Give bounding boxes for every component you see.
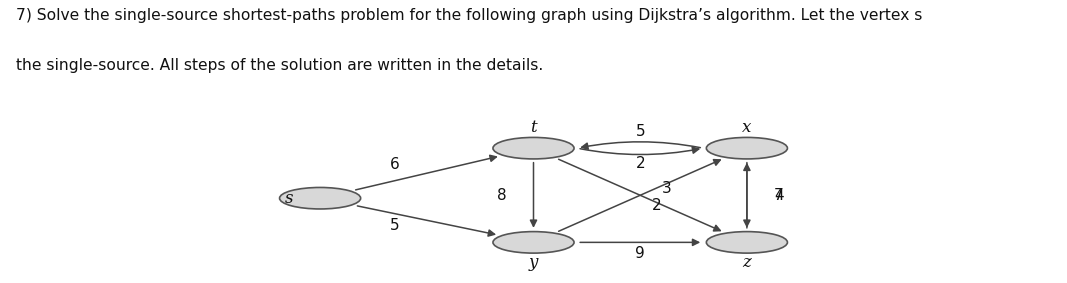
- Text: 7: 7: [774, 188, 784, 203]
- Text: 2: 2: [651, 198, 662, 213]
- Text: 6: 6: [389, 157, 400, 172]
- Text: t: t: [530, 119, 537, 136]
- FancyArrowPatch shape: [744, 162, 750, 226]
- Text: 2: 2: [635, 156, 646, 171]
- Circle shape: [280, 187, 361, 209]
- Text: 8: 8: [496, 188, 507, 203]
- FancyArrowPatch shape: [744, 164, 750, 228]
- Text: y: y: [529, 254, 538, 271]
- Text: 7) Solve the single-source shortest-paths problem for the following graph using : 7) Solve the single-source shortest-path…: [16, 8, 922, 23]
- FancyArrowPatch shape: [355, 155, 496, 190]
- FancyArrowPatch shape: [559, 160, 720, 231]
- Text: 5: 5: [389, 218, 400, 233]
- FancyArrowPatch shape: [582, 142, 700, 149]
- Circle shape: [493, 231, 574, 253]
- Text: 5: 5: [635, 124, 646, 139]
- Text: 3: 3: [662, 181, 672, 196]
- Text: 4: 4: [774, 188, 784, 203]
- Text: the single-source. All steps of the solution are written in the details.: the single-source. All steps of the solu…: [16, 58, 543, 73]
- FancyArrowPatch shape: [530, 162, 537, 226]
- Circle shape: [493, 138, 574, 159]
- FancyArrowPatch shape: [357, 206, 495, 236]
- Text: z: z: [743, 254, 751, 271]
- FancyArrowPatch shape: [580, 239, 699, 245]
- Text: 9: 9: [635, 246, 646, 261]
- Text: s: s: [285, 190, 293, 207]
- Text: x: x: [743, 119, 751, 136]
- Circle shape: [706, 138, 787, 159]
- FancyArrowPatch shape: [580, 147, 699, 155]
- Circle shape: [706, 231, 787, 253]
- FancyArrowPatch shape: [559, 159, 720, 231]
